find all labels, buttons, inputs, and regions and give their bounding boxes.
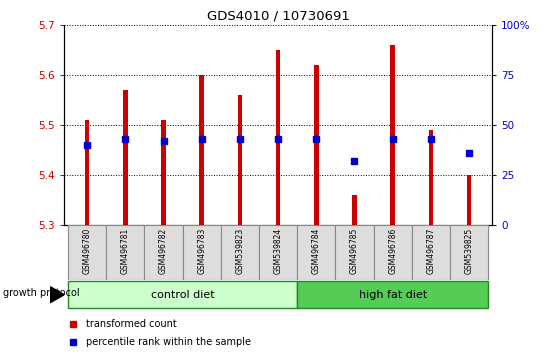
Bar: [238, 95, 242, 225]
Bar: [335, 225, 373, 280]
Text: GSM496783: GSM496783: [197, 228, 206, 274]
Text: GSM539823: GSM539823: [235, 228, 244, 274]
Text: GSM496781: GSM496781: [121, 228, 130, 274]
Bar: [259, 225, 297, 280]
Text: GSM539825: GSM539825: [465, 228, 473, 274]
Bar: [221, 225, 259, 280]
Bar: [68, 281, 297, 308]
Bar: [390, 45, 395, 225]
Bar: [412, 225, 450, 280]
Text: GSM539824: GSM539824: [273, 228, 283, 274]
Polygon shape: [50, 287, 64, 303]
Text: control diet: control diet: [151, 290, 215, 300]
Text: GSM496786: GSM496786: [388, 228, 397, 274]
Text: growth protocol: growth protocol: [3, 288, 79, 298]
Text: high fat diet: high fat diet: [358, 290, 427, 300]
Text: GSM496784: GSM496784: [312, 228, 321, 274]
Bar: [297, 225, 335, 280]
Bar: [200, 75, 204, 225]
Bar: [85, 120, 89, 225]
Bar: [450, 225, 488, 280]
Bar: [183, 225, 221, 280]
Bar: [373, 225, 412, 280]
Bar: [352, 195, 357, 225]
Text: percentile rank within the sample: percentile rank within the sample: [86, 337, 250, 347]
Text: GSM496787: GSM496787: [427, 228, 435, 274]
Bar: [106, 225, 144, 280]
Bar: [144, 225, 183, 280]
Bar: [123, 90, 127, 225]
Bar: [314, 65, 319, 225]
Bar: [297, 281, 488, 308]
Bar: [276, 50, 281, 225]
Text: GSM496782: GSM496782: [159, 228, 168, 274]
Text: GSM496780: GSM496780: [83, 228, 92, 274]
Title: GDS4010 / 10730691: GDS4010 / 10730691: [207, 9, 349, 22]
Text: transformed count: transformed count: [86, 319, 177, 329]
Text: GSM496785: GSM496785: [350, 228, 359, 274]
Bar: [467, 175, 471, 225]
Bar: [429, 130, 433, 225]
Bar: [161, 120, 166, 225]
Bar: [68, 225, 106, 280]
